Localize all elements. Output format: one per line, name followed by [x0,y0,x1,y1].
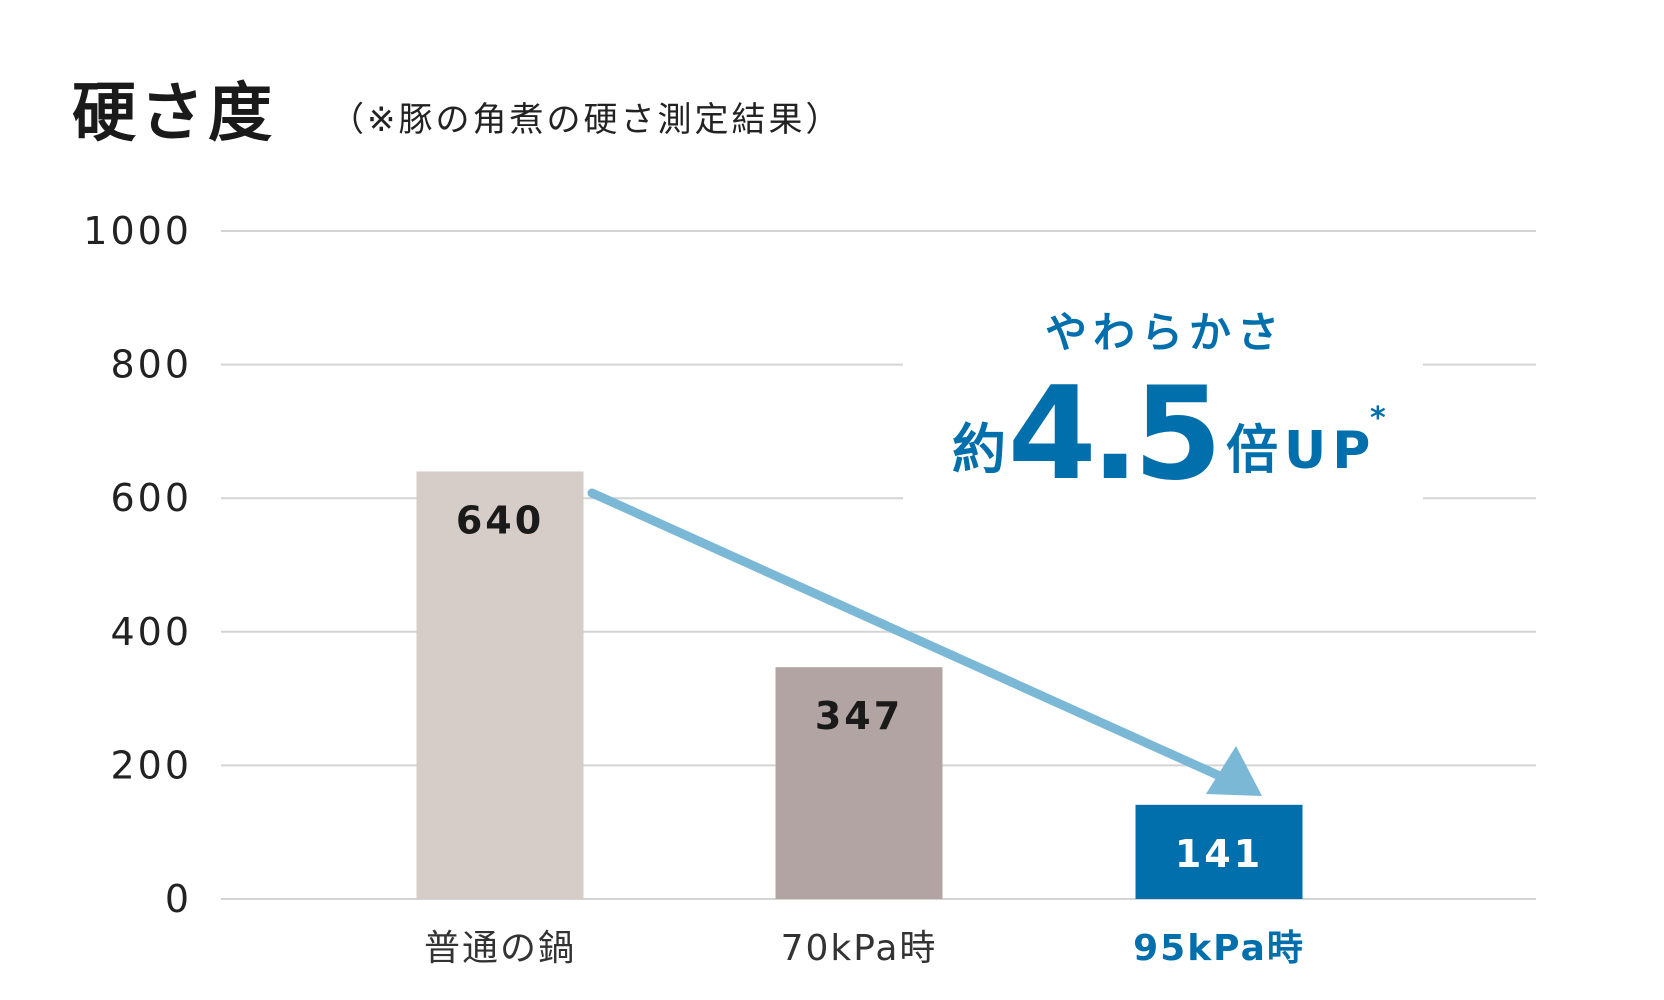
annotation-line1: やわらかさ [1045,308,1285,357]
y-tick-label: 1000 [83,209,192,253]
y-tick-label: 800 [110,343,192,387]
x-tick-label: 95kPa時 [1133,928,1305,969]
x-tick-label: 普通の鍋 [424,928,576,969]
annotation-prefix: 約 [952,418,1006,481]
y-tick-label: 0 [165,877,192,921]
annotation-number: 4.5 [1008,360,1217,509]
chart-title: 硬さ度 [72,77,276,151]
annotation-suffix: 倍UP [1226,421,1376,481]
bar [416,471,584,899]
chart-subtitle: （※豚の角煮の硬さ測定結果） [330,100,843,140]
trend-arrow-shaft [587,488,1227,782]
bar [1135,804,1303,899]
data-label: 347 [815,694,903,738]
y-tick-label: 600 [110,476,192,520]
data-label: 640 [456,498,544,542]
y-tick-label: 400 [110,610,192,654]
annotation-asterisk: * [1370,401,1386,436]
trend-arrow-head [1206,746,1262,796]
y-tick-label: 200 [110,743,192,787]
bar [775,667,943,899]
x-tick-label: 70kPa時 [781,928,938,969]
annotation-background [903,350,1423,510]
data-label: 141 [1175,832,1263,876]
